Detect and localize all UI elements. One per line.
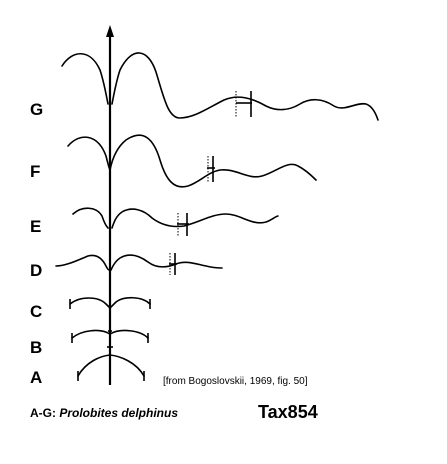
suture-line-a bbox=[77, 354, 145, 377]
suture-line-b bbox=[71, 329, 149, 339]
source-note: [from Bogoslovskii, 1969, fig. 50] bbox=[163, 376, 308, 387]
stage-label-e: E bbox=[30, 217, 41, 236]
caption-prefix: A-G: bbox=[30, 406, 59, 420]
stage-label-g: G bbox=[30, 100, 43, 119]
caption-species: Prolobites delphinus bbox=[59, 406, 178, 420]
figure-caption: A-G: Prolobites delphinus bbox=[30, 406, 178, 420]
stage-label-a: A bbox=[30, 368, 42, 387]
plate-id: Tax854 bbox=[258, 402, 318, 422]
suture-line-e bbox=[72, 207, 279, 229]
suture-line-c bbox=[69, 296, 151, 309]
suture-line-g bbox=[61, 52, 379, 121]
stage-label-d: D bbox=[30, 261, 42, 280]
stage-label-c: C bbox=[30, 302, 42, 321]
stage-label-b: B bbox=[30, 338, 42, 357]
suture-line-d bbox=[55, 254, 223, 271]
stage-label-f: F bbox=[30, 162, 40, 181]
axis-arrowhead bbox=[106, 25, 114, 37]
suture-line-f bbox=[67, 134, 317, 188]
